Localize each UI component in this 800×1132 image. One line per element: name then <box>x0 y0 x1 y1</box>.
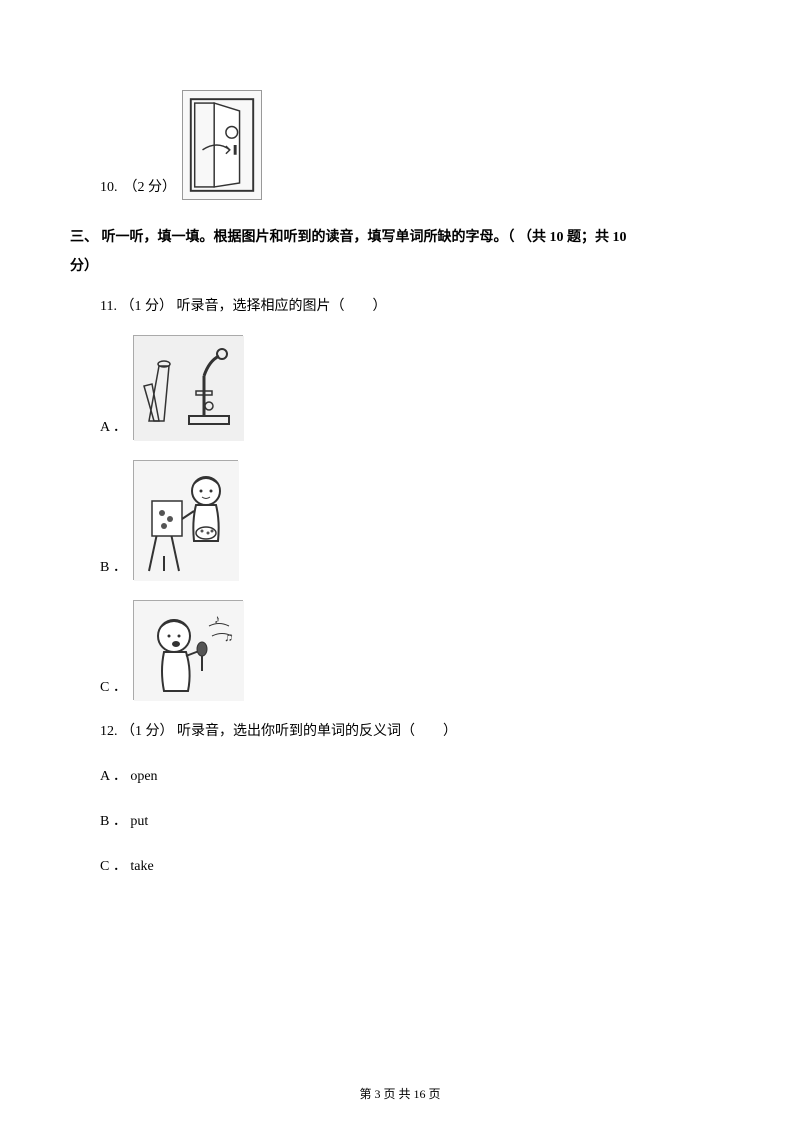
footer-total: 16 <box>414 1087 426 1101</box>
section-3-header: 三、 听一听，填一填。根据图片和听到的读音，填写单词所缺的字母。（ （共 10 … <box>70 225 730 250</box>
question-11: 11. （1 分） 听录音，选择相应的图片（ ） <box>100 295 730 315</box>
footer-current: 3 <box>374 1087 380 1101</box>
q12-choice-a: A ． open <box>100 765 730 785</box>
choice-label-c: C ． <box>100 676 127 700</box>
door-icon <box>182 90 262 200</box>
q12-number: 12. <box>100 724 118 739</box>
q11-number: 11. <box>100 299 117 314</box>
q11-text: 听录音，选择相应的图片（ ） <box>176 299 386 314</box>
q12-points: （1 分） <box>121 724 174 739</box>
question-12: 12. （1 分） 听录音，选出你听到的单词的反义词（ ） <box>100 720 730 740</box>
q12-a-text: open <box>130 769 157 784</box>
q11-choice-a: A ． <box>100 335 730 440</box>
footer-suffix: 页 <box>429 1087 441 1101</box>
q11-points: （1 分） <box>120 299 173 314</box>
section-count: （共 10 题；共 10 <box>518 230 627 245</box>
microscope-icon <box>133 335 243 440</box>
q12-c-label: C ． <box>100 859 127 874</box>
footer-mid: 页 共 <box>383 1087 413 1101</box>
q12-text: 听录音，选出你听到的单词的反义词（ ） <box>177 724 457 739</box>
choice-label-a: A ． <box>100 416 127 440</box>
section-title: 听一听，填一填。根据图片和听到的读音，填写单词所缺的字母。（ <box>102 230 515 245</box>
svg-text:♪: ♪ <box>214 612 220 626</box>
q12-b-text: put <box>130 814 148 829</box>
svg-text:♫: ♫ <box>224 630 233 644</box>
footer-prefix: 第 <box>359 1087 374 1101</box>
boy-painting-icon <box>133 460 238 580</box>
question-10: 10. （2 分） <box>100 90 730 200</box>
q10-points: （2 分） <box>124 176 177 200</box>
boy-singing-icon: ♪ ♫ <box>133 600 243 700</box>
q11-choice-c: C ． ♪ ♫ <box>100 600 730 700</box>
q10-number: 10. <box>100 180 118 200</box>
section-prefix: 三、 <box>70 230 98 245</box>
q12-choice-b: B ． put <box>100 810 730 830</box>
page-footer: 第 3 页 共 16 页 <box>0 1085 800 1102</box>
q12-b-label: B ． <box>100 814 127 829</box>
choice-label-b: B ． <box>100 556 127 580</box>
q12-choice-c: C ． take <box>100 855 730 875</box>
q11-choice-b: B ． <box>100 460 730 580</box>
q12-c-text: take <box>130 859 153 874</box>
section-3-suffix: 分） <box>70 255 730 275</box>
q12-a-label: A ． <box>100 769 127 784</box>
